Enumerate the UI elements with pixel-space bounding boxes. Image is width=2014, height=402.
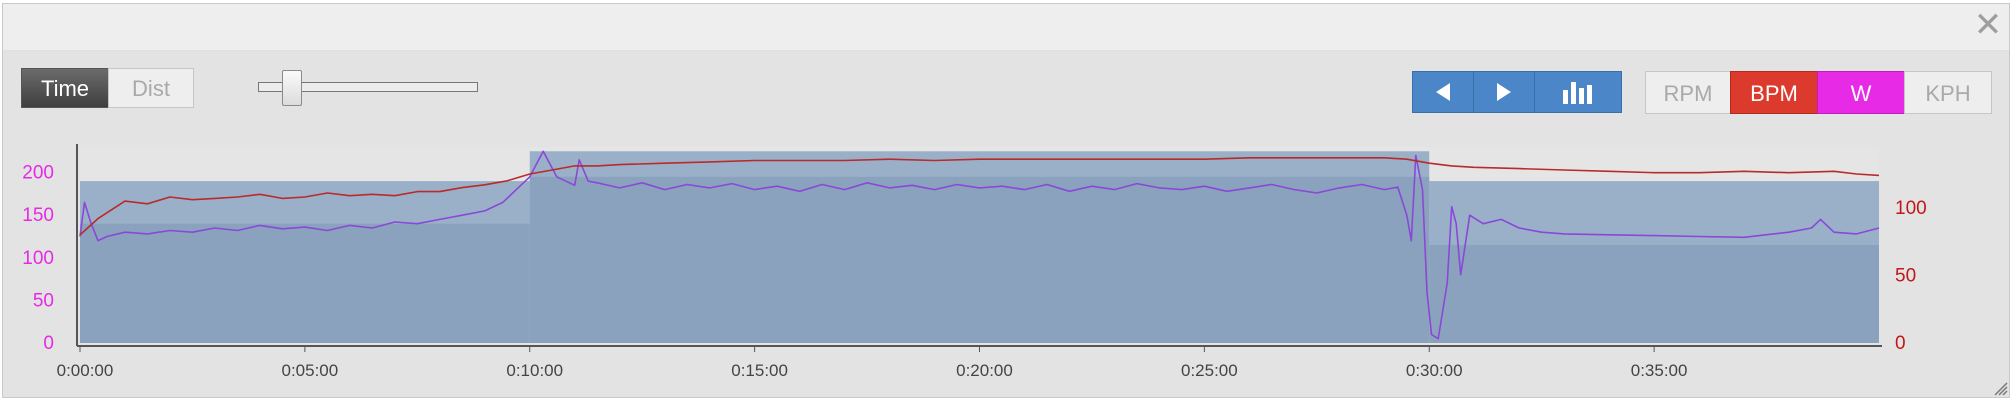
bar-chart-icon bbox=[1563, 82, 1592, 104]
interval-target-band-1 bbox=[80, 223, 530, 343]
interval-target-band-2 bbox=[529, 176, 1430, 343]
zoom-slider-track[interactable] bbox=[258, 82, 478, 92]
left-y-tick-label: 200 bbox=[22, 163, 54, 184]
x-tick-label: 0:25:00 bbox=[1181, 361, 1238, 380]
distance-mode-button[interactable]: Dist bbox=[108, 68, 194, 108]
right-y-tick-label: 0 bbox=[1895, 333, 1906, 354]
left-y-tick-label: 100 bbox=[22, 248, 54, 269]
power-line bbox=[79, 150, 1880, 340]
dialog-titlebar: ✕ bbox=[3, 4, 2009, 51]
axis-mode-toggle: Time Dist bbox=[21, 68, 194, 108]
close-icon[interactable]: ✕ bbox=[1973, 6, 2003, 44]
x-tick-label: 0:35:00 bbox=[1631, 361, 1688, 380]
bpm-toggle[interactable]: BPM bbox=[1730, 71, 1818, 114]
x-tick-label: 0:05:00 bbox=[282, 361, 339, 380]
time-mode-button[interactable]: Time bbox=[21, 68, 109, 108]
x-tick-label: 0:10:00 bbox=[506, 361, 563, 380]
resize-grip-icon[interactable] bbox=[1992, 380, 2008, 396]
right-y-tick-label: 100 bbox=[1895, 198, 1927, 219]
zoom-slider[interactable] bbox=[258, 68, 480, 108]
zoom-slider-handle[interactable] bbox=[282, 70, 302, 106]
left-y-tick-label: 50 bbox=[33, 290, 54, 311]
watts-toggle[interactable]: W bbox=[1817, 71, 1905, 114]
x-tick-label: 0:00:00 bbox=[57, 361, 114, 380]
x-tick-label: 0:20:00 bbox=[956, 361, 1013, 380]
rpm-toggle[interactable]: RPM bbox=[1645, 71, 1731, 114]
interval-target-band-3 bbox=[1429, 245, 1879, 343]
chart-view-button[interactable] bbox=[1534, 71, 1622, 113]
heart-rate-line bbox=[79, 157, 1880, 236]
left-y-tick-label: 0 bbox=[43, 333, 54, 354]
x-tick-label: 0:30:00 bbox=[1406, 361, 1463, 380]
right-y-tick-label: 50 bbox=[1895, 265, 1916, 286]
x-tick-label: 0:15:00 bbox=[731, 361, 788, 380]
left-y-tick-label: 150 bbox=[22, 205, 54, 226]
navigation-controls bbox=[1412, 71, 1622, 113]
metric-toggles: RPM BPM W KPH bbox=[1645, 71, 1992, 114]
next-triangle-icon bbox=[1497, 83, 1511, 101]
prev-triangle-icon bbox=[1436, 83, 1450, 101]
kph-toggle[interactable]: KPH bbox=[1904, 71, 1992, 114]
